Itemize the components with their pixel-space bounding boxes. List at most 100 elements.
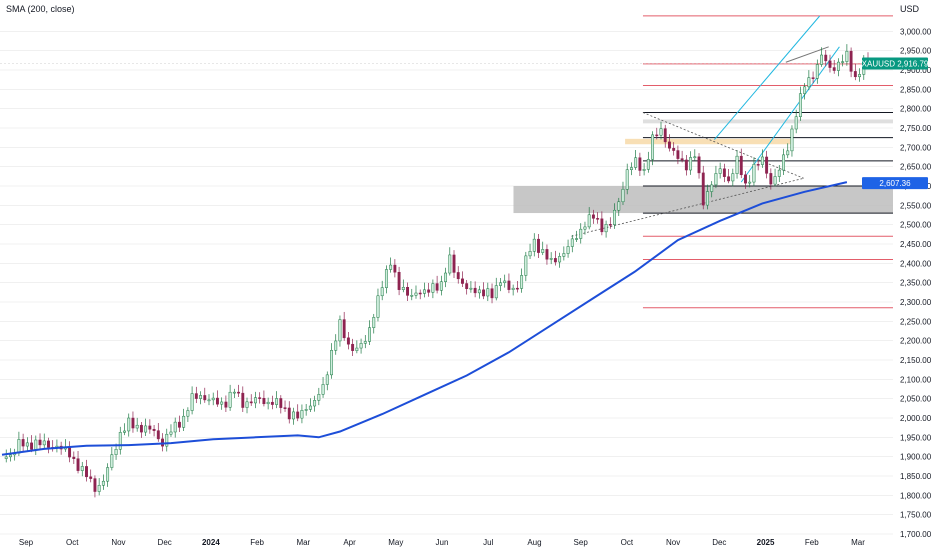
- candle-body: [68, 446, 72, 458]
- x-tick-label: Oct: [66, 538, 79, 547]
- candle-body: [473, 287, 477, 294]
- candle-body: [532, 238, 536, 252]
- y-tick-label: 2,300.00: [900, 298, 932, 307]
- y-tick-label: 2,700.00: [900, 143, 932, 152]
- candle-body: [207, 399, 211, 402]
- candle-body: [701, 172, 705, 206]
- candle-body: [541, 249, 545, 253]
- candle-body: [211, 397, 215, 401]
- candle-body: [4, 456, 8, 459]
- x-tick-label: Nov: [666, 538, 680, 547]
- candle-body: [752, 164, 756, 183]
- candle-body: [47, 440, 50, 448]
- candle-body: [30, 442, 34, 450]
- candle-body: [389, 264, 393, 270]
- candle-body: [372, 317, 376, 328]
- candle-body: [237, 391, 241, 394]
- x-tick-label: Aug: [527, 538, 541, 547]
- candle-body: [642, 169, 646, 171]
- candle-body: [558, 256, 562, 263]
- candle-body: [431, 283, 435, 293]
- candle-body: [689, 157, 693, 171]
- sma-value-badge-bg: [862, 177, 928, 190]
- candle-body: [410, 295, 414, 297]
- y-tick-label: 2,650.00: [900, 163, 932, 172]
- x-tick-label: Sep: [19, 538, 34, 547]
- overlay-layer: [0, 15, 893, 309]
- candle-body: [807, 77, 811, 88]
- candle-body: [858, 74, 862, 78]
- candle-body: [570, 238, 574, 247]
- candle-body: [300, 410, 304, 419]
- candle-body: [710, 184, 714, 192]
- candle-body: [452, 254, 456, 273]
- candle-body: [114, 449, 118, 455]
- candle-body: [469, 287, 473, 290]
- candle-body: [190, 393, 194, 411]
- candle-body: [131, 417, 135, 429]
- candle-body: [537, 238, 540, 253]
- y-tick-label: 1,750.00: [900, 511, 932, 520]
- y-tick-label: 2,550.00: [900, 201, 932, 210]
- candle-body: [528, 251, 532, 257]
- candle-body: [17, 439, 21, 454]
- candle-body: [849, 50, 853, 72]
- candle-body: [139, 424, 143, 433]
- candle-body: [287, 407, 291, 420]
- candle-body: [232, 391, 236, 394]
- candle-body: [182, 415, 186, 428]
- candle-body: [794, 116, 798, 130]
- candle-body: [621, 189, 625, 203]
- candle-body: [342, 319, 346, 339]
- candle-body: [756, 164, 760, 166]
- candle-body: [241, 392, 245, 408]
- triangle-line: [642, 112, 804, 179]
- candle-body: [782, 154, 785, 171]
- candle-body: [249, 401, 253, 404]
- candle-body: [85, 466, 88, 478]
- candle-body: [727, 176, 731, 182]
- candle-body: [144, 425, 148, 433]
- candle-body: [194, 393, 198, 399]
- y-tick-label: 2,000.00: [900, 414, 932, 423]
- candle-body: [465, 283, 469, 290]
- candle-body: [815, 64, 819, 79]
- candle-body: [739, 155, 743, 176]
- candle-body: [853, 71, 857, 78]
- y-tick-label: 2,900.00: [900, 66, 932, 75]
- candle-body: [604, 224, 608, 233]
- candle-body: [591, 214, 595, 219]
- candle-body: [490, 288, 494, 299]
- candle-body: [93, 478, 97, 492]
- candle-body: [820, 54, 823, 65]
- candle-body: [545, 249, 549, 260]
- candle-body: [655, 134, 659, 137]
- candle-body: [127, 417, 131, 432]
- candle-body: [308, 405, 312, 410]
- candle-body: [824, 54, 828, 62]
- x-tick-label: Nov: [111, 538, 125, 547]
- candle-body: [520, 275, 524, 289]
- x-tick-label: Dec: [158, 538, 172, 547]
- candle-body: [427, 289, 431, 293]
- price-layer: [4, 44, 870, 498]
- candle-body: [731, 173, 735, 182]
- last-price-badge: XAUUSD 2,916.79: [862, 60, 929, 69]
- y-tick-label: 1,800.00: [900, 491, 932, 500]
- candle-body: [456, 272, 460, 280]
- channel-line: [714, 15, 821, 140]
- candle-body: [376, 295, 380, 318]
- candle-body: [706, 191, 709, 206]
- candle-body: [135, 424, 139, 429]
- candle-body: [80, 466, 84, 471]
- candle-body: [836, 61, 840, 71]
- candle-body: [832, 67, 836, 71]
- candle-body: [798, 93, 802, 117]
- candle-body: [215, 397, 219, 405]
- x-tick-label: Jul: [483, 538, 493, 547]
- candle-body: [220, 401, 224, 405]
- candle-body: [613, 209, 616, 225]
- candle-body: [148, 425, 152, 430]
- sma-line: [1, 181, 848, 456]
